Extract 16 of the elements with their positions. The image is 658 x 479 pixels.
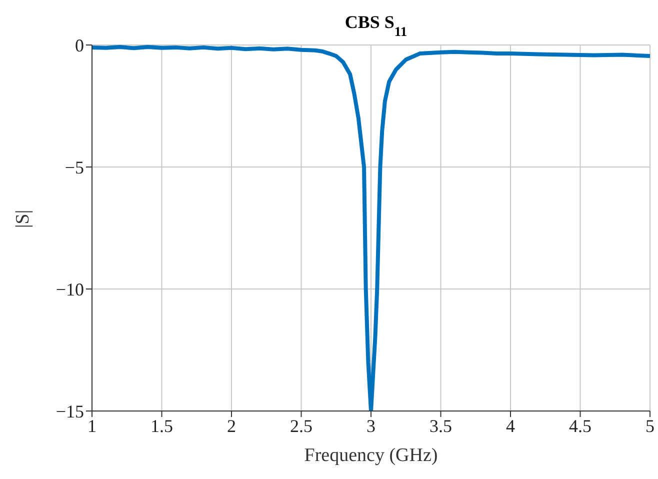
y-tick-label: −10 xyxy=(56,279,84,300)
x-tick-label: 3 xyxy=(366,416,376,436)
x-axis-title: Frequency (GHz) xyxy=(304,445,438,466)
y-tick-label: −15 xyxy=(56,401,84,422)
y-tick-label: 0 xyxy=(75,35,84,56)
x-tick-label: 1.5 xyxy=(150,416,173,436)
x-tick-label: 2 xyxy=(227,416,236,436)
chart-title: CBS S$_{11}$ xyxy=(344,12,408,38)
y-axis-title: |S| xyxy=(12,210,34,228)
x-tick-label: 4 xyxy=(506,416,515,436)
x-tick-label: 3.5 xyxy=(430,416,452,436)
x-tick-label: 2.5 xyxy=(290,416,312,436)
x-tick-label: 4.5 xyxy=(569,416,592,436)
x-tick-label: 5 xyxy=(646,416,654,436)
x-tick-label: 1 xyxy=(88,416,96,436)
y-tick-label: −5 xyxy=(64,157,84,178)
